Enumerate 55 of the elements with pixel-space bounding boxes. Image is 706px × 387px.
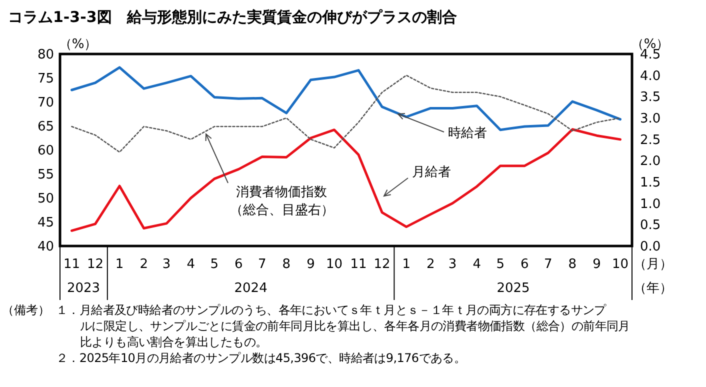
y2-tick-label: 3.5 [640,90,661,106]
x-tick-label: 2 [140,257,148,272]
y2-tick-label: 1.0 [640,196,661,212]
x-tick-label: 8 [282,257,291,272]
series-label: 時給者 [448,126,487,141]
x-tick-label: 11 [63,257,80,272]
x-axis-title: （月） [634,257,672,272]
y-tick-label: 70 [37,96,54,111]
text: 2024 [234,281,268,296]
text: 2023 [66,281,100,296]
y-tick-label: 60 [37,144,54,159]
y2-tick-label: 1.5 [640,176,661,191]
x-tick-label: 4 [186,257,195,272]
text: 2025 [496,281,530,296]
x-tick-label: 1 [115,257,124,272]
x-tick-label: 12 [374,257,390,272]
y2-tick-label: 4.0 [640,68,661,84]
x-tick-label: 10 [326,257,343,272]
x-tick-label: 6 [234,257,243,272]
chart-title: コラム1-3-3図 給与形態別にみた実質賃金の伸びがプラスの割合 [8,8,457,26]
x-tick-label: 2 [426,257,435,272]
x-tick-label: 12 [86,257,104,272]
y-tick-label: 50 [37,192,54,207]
y-tick-label: 45 [37,216,54,231]
x-tick-label: 5 [496,257,504,272]
y-tick-label: 55 [37,168,54,183]
x-tick-label: 9 [592,257,601,272]
x-tick-label: 8 [568,257,577,272]
x-tick-label: 10 [612,257,629,272]
y-axis-title: （%） [58,37,98,52]
y2-tick-label: 0.0 [640,240,661,255]
x-tick-label: 7 [258,257,266,272]
x-tick-label: 9 [306,257,315,272]
text: １．月給者及び時給者のサンプルのうち、各年においてｓ年ｔ月とｓ－１年ｔ月の両方に存在するサンプルに限定し、サンプルごとに賃金の前年同月比を算出し、各年各月の消費者物価指数（総合）の前年同月比よりも高い割合を算出したもの。 [56,303,630,349]
text: 消費者物価指数（総合、目盛右） [230,185,334,218]
x-tick-label: 7 [544,257,552,272]
y-tick-label: 65 [37,120,54,135]
y2-tick-label: 2.5 [640,132,661,148]
y2-tick-label: 3.0 [640,112,661,127]
x-tick-label: 6 [520,257,529,272]
x-tick-label: 5 [210,257,218,272]
x-tick-label: 3 [448,257,457,272]
y-tick-label: 80 [37,48,54,63]
y2-tick-label: 2.0 [640,154,661,170]
y-tick-label: 40 [37,240,54,255]
text: （年） [634,281,672,296]
text: （備考） [2,303,50,317]
y2-tick-label: 0.5 [640,218,661,234]
y-tick-label: 75 [37,72,54,87]
x-tick-label: 3 [162,257,171,272]
x-tick-label: 11 [350,257,367,272]
text: ２．2025年10月の月給者のサンプル数は45,396で、時給者は9,176である。 [56,351,466,365]
series-label: 月給者 [412,165,451,180]
x-tick-label: 1 [402,257,410,272]
x-tick-label: 4 [472,257,481,272]
